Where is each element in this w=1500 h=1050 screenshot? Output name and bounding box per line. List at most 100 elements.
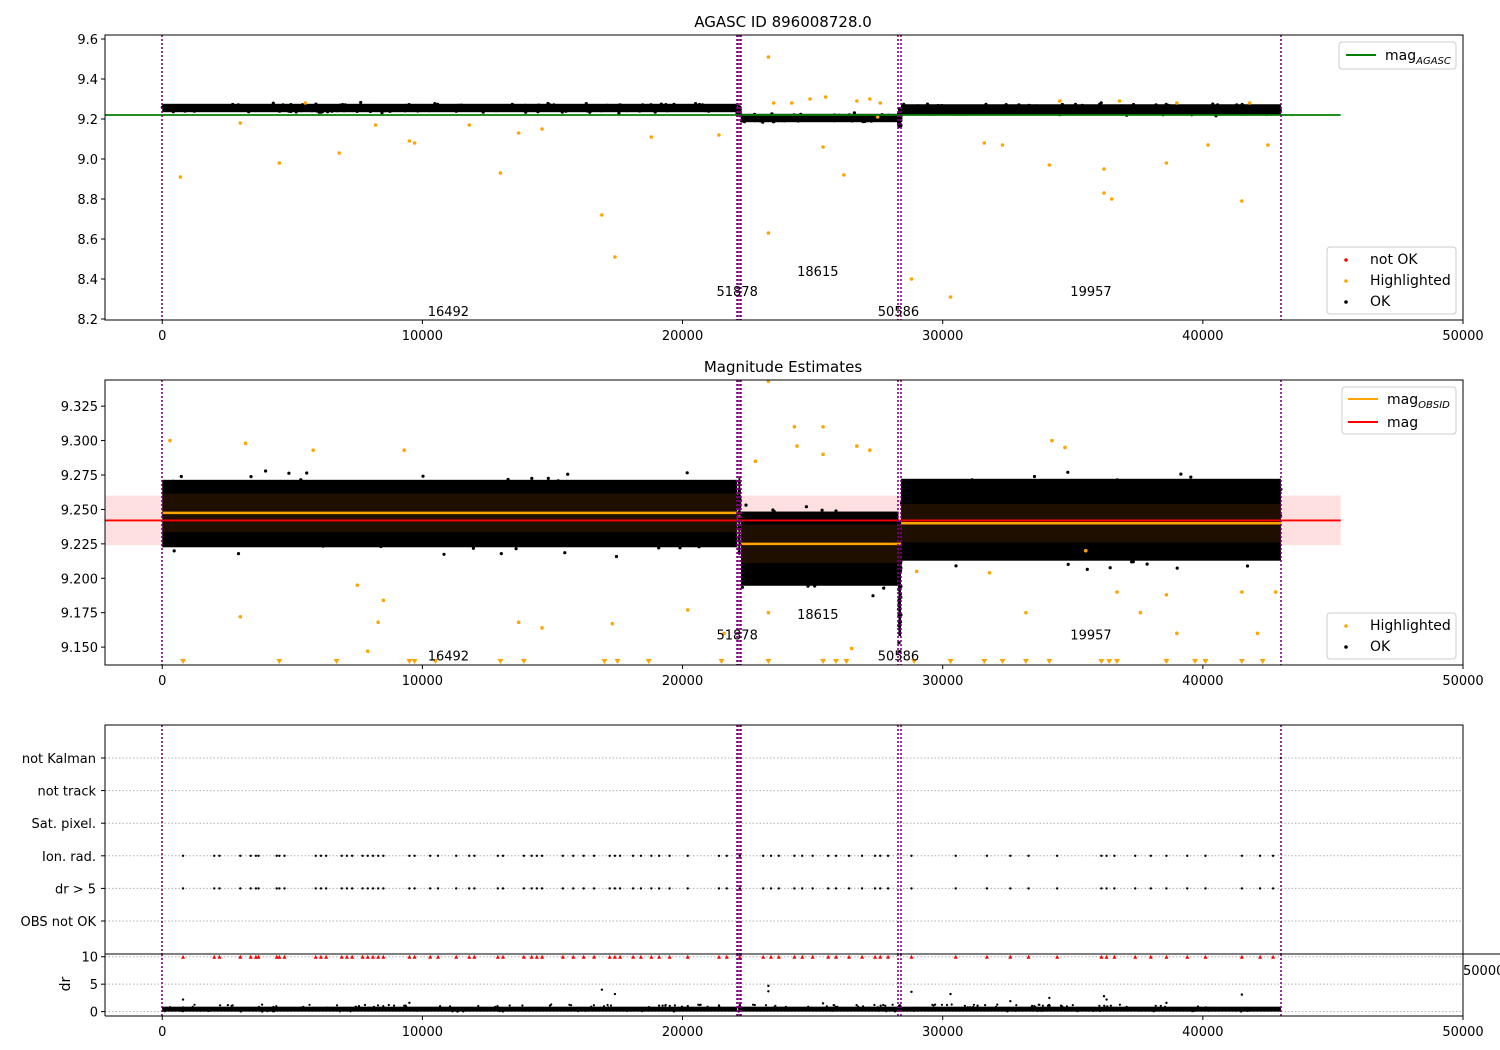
ok-point bbox=[1094, 487, 1098, 491]
ok-point bbox=[720, 532, 724, 536]
highlighted-point bbox=[1050, 438, 1054, 443]
ok-point bbox=[323, 527, 327, 531]
ok-point bbox=[744, 538, 748, 543]
ok-point bbox=[564, 481, 568, 485]
ok-point bbox=[480, 106, 484, 110]
ok-point bbox=[1253, 515, 1258, 519]
ok-point bbox=[451, 105, 455, 109]
highlighted-point bbox=[855, 99, 859, 103]
ok-point bbox=[643, 507, 647, 511]
dr-capped-marker bbox=[761, 954, 766, 959]
ok-point bbox=[971, 528, 975, 533]
dr-ok-point bbox=[318, 1007, 321, 1010]
dr-ok-point bbox=[266, 1010, 269, 1013]
flag-point-ion-rad bbox=[413, 854, 416, 857]
ok-point bbox=[671, 106, 675, 110]
dr-ok-point bbox=[453, 1008, 456, 1011]
x-tick-label: 20000 bbox=[662, 674, 703, 689]
flag-point-dr bbox=[886, 887, 890, 890]
ok-point bbox=[300, 531, 304, 535]
ok-point bbox=[1071, 489, 1075, 493]
ok-point bbox=[873, 117, 878, 121]
mid-legend-upper: magOBSID mag bbox=[1341, 386, 1457, 435]
ok-point bbox=[848, 537, 852, 542]
highlighted-point bbox=[792, 425, 797, 429]
dr-ok-point bbox=[390, 1008, 393, 1011]
flag-point-ion-rad bbox=[1165, 854, 1168, 857]
highlighted-point bbox=[613, 255, 617, 259]
ok-point bbox=[826, 549, 831, 553]
ok-point bbox=[261, 495, 265, 499]
flag-point-ion-rad bbox=[1271, 854, 1275, 857]
ok-point bbox=[844, 549, 848, 553]
ok-point bbox=[566, 490, 571, 494]
flag-point-dr bbox=[314, 887, 317, 890]
ok-point bbox=[669, 484, 673, 488]
ok-point bbox=[447, 494, 451, 498]
ok-point bbox=[514, 547, 518, 551]
ok-point bbox=[882, 572, 886, 576]
ok-point bbox=[1013, 513, 1017, 517]
flag-point-ion-rad bbox=[657, 854, 661, 857]
dr-ok-point bbox=[195, 1009, 199, 1012]
dr-capped-marker bbox=[412, 954, 417, 959]
legend-highlighted-swatch bbox=[1344, 279, 1348, 283]
ok-point bbox=[1115, 478, 1119, 482]
ok-point bbox=[345, 108, 350, 112]
ok-point bbox=[732, 497, 736, 501]
ok-point bbox=[635, 106, 640, 110]
ok-point bbox=[168, 104, 172, 108]
ok-point bbox=[169, 526, 173, 530]
ok-point bbox=[868, 116, 872, 120]
dr-ok-point bbox=[345, 1009, 348, 1012]
ok-point bbox=[312, 105, 316, 109]
mid-reference-lines bbox=[105, 380, 1341, 665]
ok-point bbox=[1208, 107, 1212, 111]
ok-point bbox=[791, 554, 796, 558]
ok-point bbox=[577, 106, 581, 110]
dr-ok-point bbox=[162, 1007, 165, 1010]
ok-point bbox=[552, 520, 556, 525]
ok-point bbox=[1117, 109, 1121, 113]
dr-ok-point bbox=[293, 1007, 296, 1010]
dr-capped-marker bbox=[212, 954, 217, 959]
out-of-range-marker bbox=[497, 659, 504, 664]
ok-point bbox=[865, 119, 870, 123]
ok-point bbox=[495, 527, 499, 531]
ok-point bbox=[1051, 105, 1055, 110]
dr-ok-point bbox=[976, 1006, 979, 1009]
ok-point bbox=[1216, 512, 1221, 516]
ok-point bbox=[650, 527, 654, 531]
flag-point-ion-rad bbox=[954, 854, 957, 857]
ok-point bbox=[659, 102, 663, 106]
ok-point bbox=[519, 486, 523, 490]
ok-point bbox=[794, 527, 798, 532]
ok-point bbox=[473, 525, 477, 529]
out-of-range-marker bbox=[718, 659, 725, 664]
ok-point bbox=[776, 115, 780, 119]
ok-point bbox=[969, 533, 973, 537]
ok-point bbox=[1184, 106, 1188, 110]
ok-point bbox=[396, 508, 400, 512]
ok-point bbox=[567, 527, 572, 532]
x-tick-label: 10000 bbox=[402, 674, 443, 689]
ok-point bbox=[1182, 105, 1186, 109]
ok-point bbox=[1208, 491, 1212, 495]
dr-ok-point bbox=[972, 1005, 975, 1009]
ok-point bbox=[366, 535, 370, 539]
ok-point bbox=[882, 586, 886, 590]
dr-ok-point bbox=[664, 1003, 667, 1007]
ok-point bbox=[910, 485, 914, 489]
ok-point bbox=[450, 525, 454, 529]
highlighted-point bbox=[821, 425, 825, 429]
dr-ok-point bbox=[403, 1004, 406, 1007]
ok-point bbox=[513, 535, 518, 540]
ok-point bbox=[303, 523, 307, 527]
ok-point bbox=[909, 504, 913, 508]
ok-point bbox=[924, 110, 928, 114]
flag-point-ion-rad bbox=[1105, 854, 1108, 857]
dr-ok-point bbox=[764, 1004, 768, 1007]
flag-point-ion-rad bbox=[1027, 854, 1030, 857]
ok-point bbox=[999, 543, 1004, 547]
